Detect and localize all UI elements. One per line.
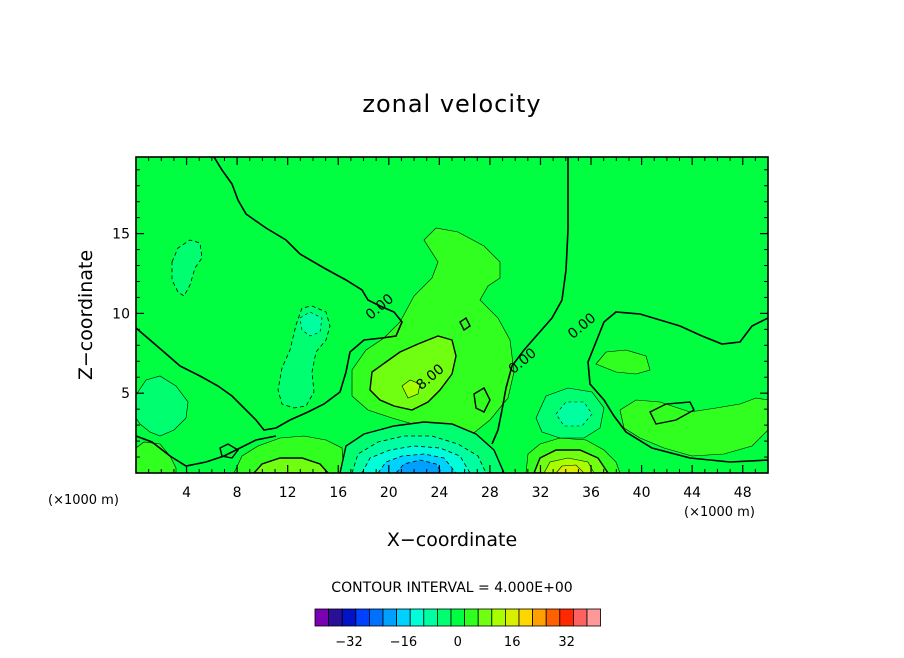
x-tick-label: 20 (380, 485, 398, 501)
x-tick-label: 12 (279, 485, 297, 501)
region-bottom-neg-5 (395, 459, 443, 473)
y-axis-ticks (136, 169, 768, 458)
zero-contour-upper-left (136, 157, 403, 431)
y-tick-label: 5 (121, 386, 130, 402)
colorbar-tick-label: 16 (504, 635, 521, 650)
colorbar-tick-label: 32 (558, 635, 575, 650)
zero-contour-small-c (649, 401, 695, 425)
x-tick-label: 4 (182, 485, 191, 501)
colorbar-swatch (518, 608, 534, 627)
chart-title: zonal velocity (362, 90, 541, 118)
colorbar-swatch (382, 608, 398, 627)
colorbar-tick-label: −16 (390, 635, 417, 650)
colorbar-swatch (464, 608, 479, 627)
x-tick-label: 36 (582, 485, 600, 501)
colorbar-swatch (573, 608, 588, 627)
region-central-pos-core (401, 379, 421, 399)
y-axis-tick-labels: 5 10 15 (112, 227, 130, 403)
colorbar-swatch (450, 608, 466, 627)
colorbar (314, 608, 602, 627)
x-axis-ticks (148, 157, 756, 473)
region-bottom-right-pos-4 (555, 464, 585, 473)
colorbar-swatch (396, 608, 411, 627)
zero-contour-right-lower (587, 311, 768, 463)
colorbar-tick-label: −32 (335, 635, 362, 650)
colorbar-swatch (423, 608, 438, 627)
x-axis-tick-labels: 4 8 12 16 20 24 28 32 36 40 44 48 (182, 485, 752, 501)
region-right-small-pos (595, 349, 651, 375)
region-right-neg-core (555, 401, 593, 427)
colorbar-swatch (341, 608, 357, 627)
region-central-pos-inner (369, 335, 457, 411)
colorbar-swatch (368, 608, 384, 627)
x-axis-label: X−coordinate (387, 529, 517, 551)
region-left-bottom-pos (136, 441, 177, 473)
region-upper-left-neg (171, 239, 203, 297)
colorbar-swatch (328, 608, 343, 627)
colorbar-tick-labels: −32 −16 0 16 32 (335, 635, 575, 650)
colorbar-swatch (559, 608, 574, 627)
colorbar-swatch (545, 608, 561, 627)
y-axis-label: Z−coordinate (75, 250, 97, 380)
zero-contour-small-a (219, 443, 240, 459)
region-left-low-neg (136, 375, 189, 437)
contour-interval: CONTOUR INTERVAL = 4.000E+00 (331, 580, 572, 596)
colorbar-swatch (355, 608, 370, 627)
region-mid-left-neg-core (299, 311, 323, 337)
colorbar-swatch (491, 608, 506, 627)
colorbar-swatch (477, 608, 493, 627)
zero-contour-lower-left (136, 435, 277, 467)
plot-area: 0.000.000.008.00 (136, 157, 768, 473)
x-tick-label: 8 (233, 485, 242, 501)
colorbar-swatch (504, 608, 520, 627)
x-tick-label: 48 (734, 485, 752, 501)
colorbar-swatch (436, 608, 452, 627)
y-axis-unit: (×1000 m) (48, 493, 119, 508)
zero-contour-right (491, 157, 569, 445)
x-axis-unit: (×1000 m) (684, 505, 755, 520)
x-tick-label: 28 (481, 485, 499, 501)
region-bottom-left-pos-core (253, 457, 329, 473)
colorbar-swatch (409, 608, 425, 627)
x-tick-label: 32 (532, 485, 550, 501)
colorbar-tick-label: 0 (454, 635, 462, 650)
colorbar-swatch (314, 608, 330, 627)
colorbar-swatch (586, 608, 602, 627)
region-right-pos (619, 397, 768, 457)
zero-contour-small-b (473, 387, 491, 413)
colorbar-swatch (532, 608, 547, 627)
y-tick-label: 15 (112, 227, 130, 243)
x-tick-label: 40 (633, 485, 651, 501)
x-tick-label: 44 (683, 485, 701, 501)
x-tick-label: 16 (329, 485, 347, 501)
y-tick-label: 10 (112, 306, 130, 322)
zero-contour-small-d (459, 316, 471, 332)
x-tick-label: 24 (430, 485, 448, 501)
